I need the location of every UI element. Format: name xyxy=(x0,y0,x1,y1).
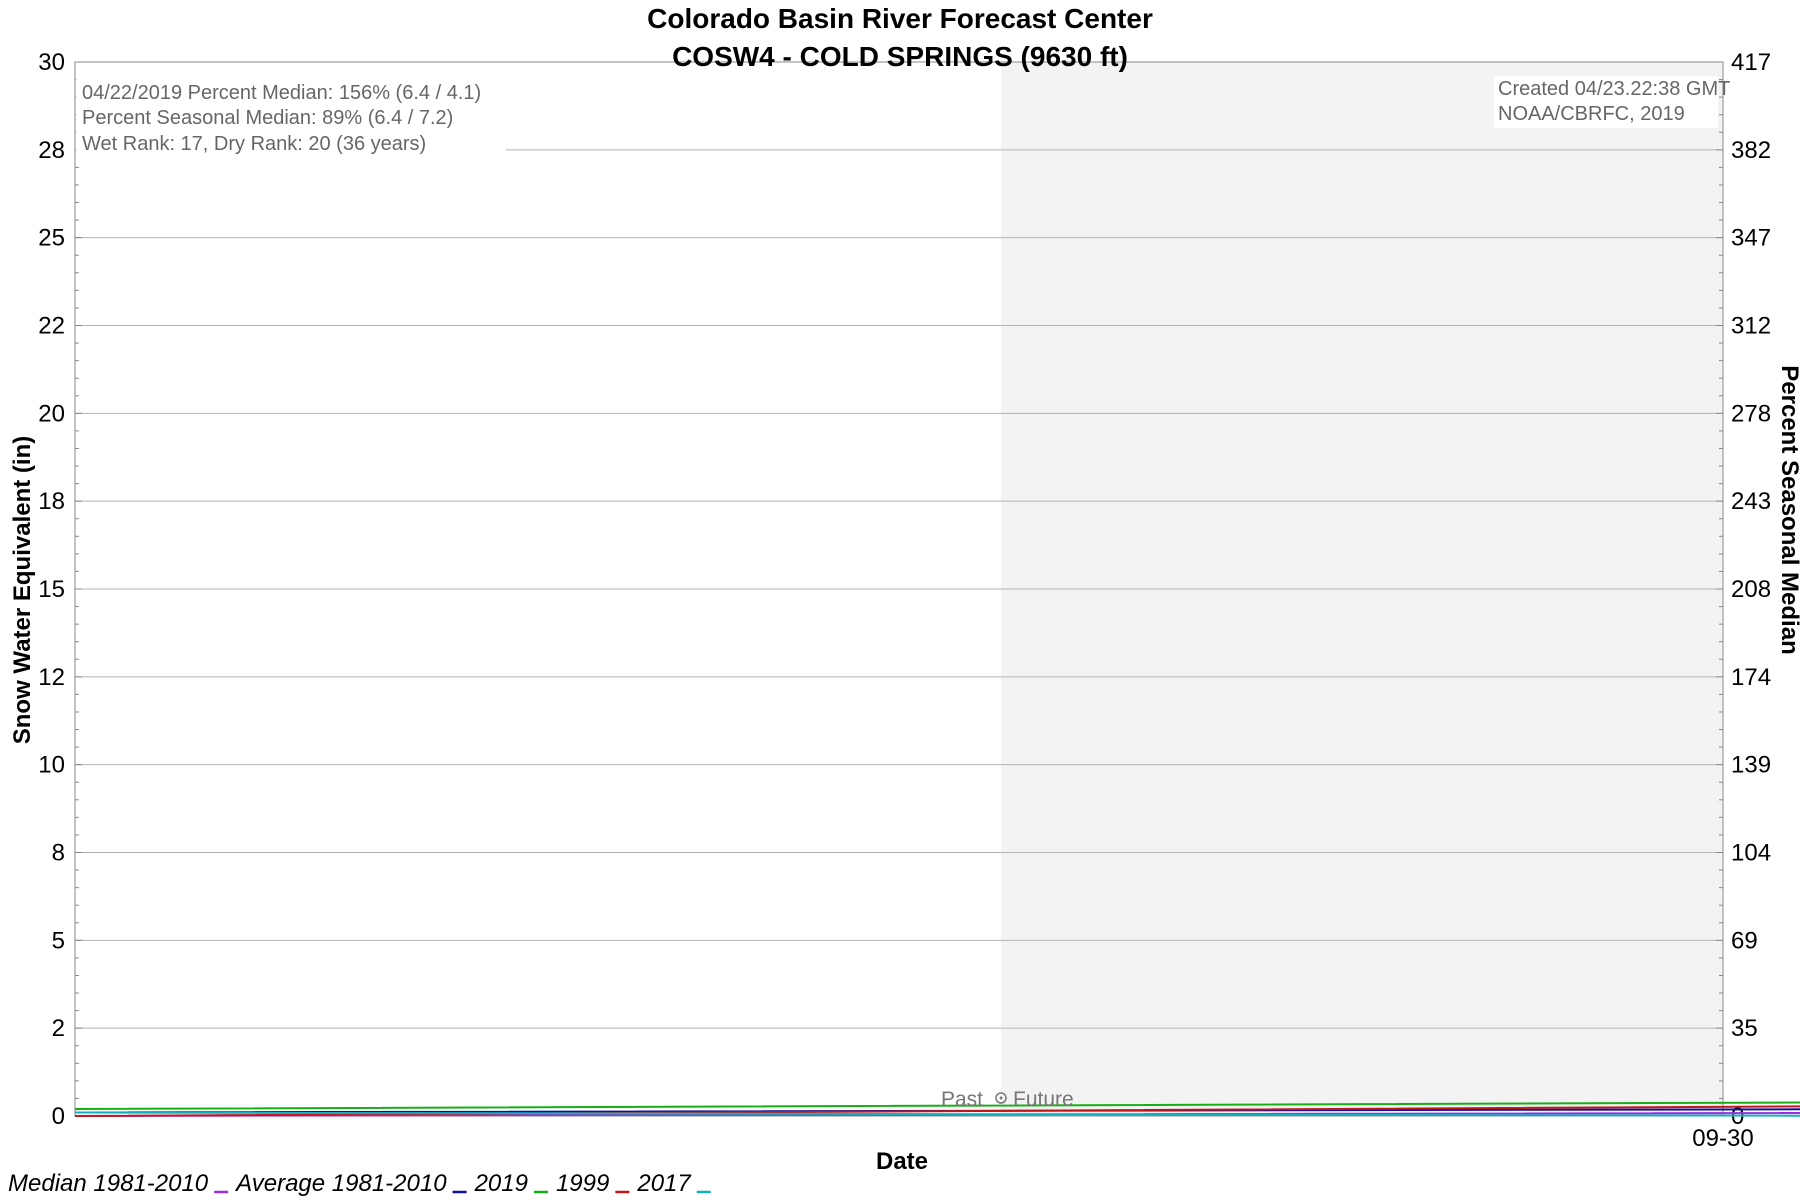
y-tick-label: 18 xyxy=(38,488,65,515)
y-right-tick-label: 35 xyxy=(1731,1015,1758,1042)
y-right-tick-label: 382 xyxy=(1731,137,1771,164)
y-right-tick-label: 417 xyxy=(1731,49,1771,76)
legend-label: Median 1981-2010 xyxy=(8,1170,209,1197)
info-line: Wet Rank: 17, Dry Rank: 20 (36 years) xyxy=(82,133,426,155)
created-line: NOAA/CBRFC, 2019 xyxy=(1498,103,1685,125)
y-right-tick-label: 243 xyxy=(1731,488,1771,515)
y-tick-label: 10 xyxy=(38,752,65,779)
legend-label: 1999 xyxy=(556,1170,609,1197)
y-tick-label: 0 xyxy=(52,1103,65,1130)
y-right-axis-title: Percent Seasonal Median xyxy=(1776,365,1800,654)
gridlines xyxy=(75,149,1723,1029)
x-axis-title: Date xyxy=(876,1148,928,1175)
y-tick-label: 8 xyxy=(52,840,65,867)
y-tick-label: 15 xyxy=(38,576,65,603)
y-right-tick-label: 174 xyxy=(1731,664,1771,691)
chart-title: Colorado Basin River Forecast Center xyxy=(647,3,1153,34)
y-tick-label: 5 xyxy=(52,927,65,954)
past-future-marker-dot xyxy=(999,1096,1003,1100)
y-right-tick-label: 104 xyxy=(1731,840,1771,867)
info-line: 04/22/2019 Percent Median: 156% (6.4 / 4… xyxy=(82,82,481,104)
y-tick-label: 25 xyxy=(38,225,65,252)
legend-label: 2019 xyxy=(474,1170,528,1197)
past-future-marker-icon xyxy=(995,1092,1007,1104)
y-tick-label: 2 xyxy=(52,1015,65,1042)
y-tick-label: 22 xyxy=(38,313,65,340)
y-right-tick-label: 312 xyxy=(1731,313,1771,340)
chart-subtitle: COSW4 - COLD SPRINGS (9630 ft) xyxy=(672,41,1128,72)
legend-label: 2017 xyxy=(636,1170,692,1197)
y-tick-label: 20 xyxy=(38,400,65,427)
y-right-tick-label: 139 xyxy=(1731,752,1771,779)
y-tick-label: 30 xyxy=(38,49,65,76)
y-right-tick-label: 208 xyxy=(1731,576,1771,603)
y-tick-label: 12 xyxy=(38,664,65,691)
created-box xyxy=(1494,76,1718,128)
legend: Median 1981-2010 Average 1981-2010 2019 199… xyxy=(8,1170,711,1197)
created-line: Created 04/23.22:38 GMT xyxy=(1498,78,1730,100)
x-tick-label: 09-30 xyxy=(1692,1125,1753,1152)
info-line: Percent Seasonal Median: 89% (6.4 / 7.2) xyxy=(82,107,453,129)
y-right-tick-label: 69 xyxy=(1731,927,1758,954)
y-right-tick-label: 278 xyxy=(1731,400,1771,427)
y-axis-title: Snow Water Equivalent (in) xyxy=(9,436,36,744)
info-box xyxy=(76,78,506,158)
legend-label: Average 1981-2010 xyxy=(234,1170,447,1197)
y-tick-label: 28 xyxy=(38,137,65,164)
y-right-tick-label: 347 xyxy=(1731,225,1771,252)
future-label: Future xyxy=(1013,1088,1074,1111)
past-label: Past xyxy=(941,1088,983,1111)
